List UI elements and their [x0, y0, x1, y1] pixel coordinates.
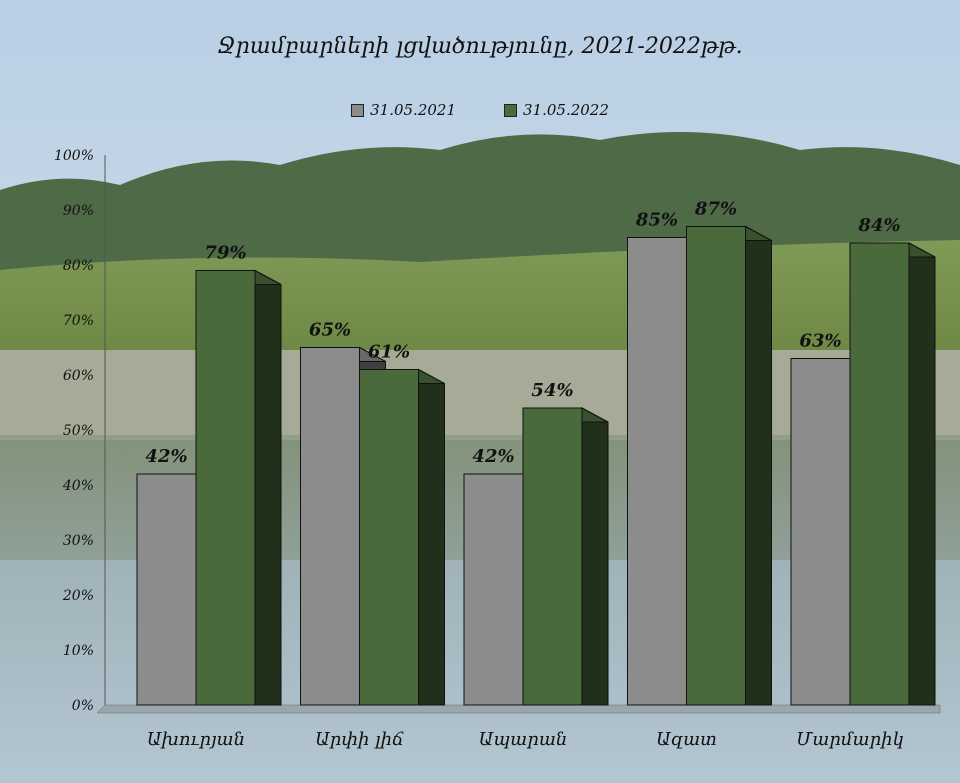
chart-title: Ջրամբարների լցվածությունը, 2021-2022թթ. — [217, 34, 743, 59]
y-tick-label: 50% — [63, 423, 94, 439]
bar-1-2 — [522, 407, 583, 706]
y-tick-label: 90% — [63, 203, 94, 219]
bar-0-3 — [627, 237, 687, 706]
x-tick-label: Ախուրյան — [147, 729, 245, 750]
data-label-0-3: 85% — [635, 210, 678, 231]
legend-swatch-2021 — [351, 103, 365, 117]
bar-0-2 — [463, 473, 524, 706]
x-tick-label: Ապարան — [479, 729, 568, 750]
data-label-1-2: 54% — [531, 380, 573, 401]
bar-side-1-2 — [581, 407, 609, 706]
chart-floor — [96, 704, 941, 714]
data-label-1-4: 84% — [857, 215, 900, 236]
y-tick-label: 70% — [63, 313, 94, 329]
bar-1-1 — [359, 369, 419, 706]
bar-side-1-4 — [908, 242, 936, 706]
data-label-1-3: 87% — [694, 199, 737, 220]
y-tick-label: 100% — [54, 148, 94, 164]
legend-entry-2022: 31.05.2022 — [504, 101, 609, 119]
bar-1-0 — [195, 270, 256, 706]
y-tick-label: 0% — [72, 698, 94, 714]
y-tick-label: 80% — [63, 258, 94, 274]
x-tick-label: Մարմարիկ — [796, 729, 904, 750]
chart-legend: 31.05.2021 31.05.2022 — [0, 101, 960, 119]
legend-label-2022: 31.05.2022 — [523, 101, 609, 119]
data-label-0-0: 42% — [145, 446, 187, 467]
y-tick-label: 10% — [63, 643, 94, 659]
data-label-0-4: 63% — [799, 331, 841, 352]
bar-side-1-1 — [418, 368, 445, 706]
bar-0-1 — [300, 347, 360, 706]
data-label-0-1: 65% — [309, 320, 351, 341]
data-label-1-1: 61% — [368, 342, 410, 363]
data-label-1-0: 79% — [204, 243, 246, 264]
bar-0-0 — [136, 473, 197, 706]
x-tick-label: Արփի լիճ — [315, 729, 404, 750]
x-tick-label: Ազատ — [656, 729, 717, 750]
y-tick-label: 40% — [62, 478, 94, 494]
legend-entry-2021: 31.05.2021 — [351, 101, 456, 119]
y-tick-label: 30% — [63, 533, 94, 549]
bar-side-1-3 — [745, 225, 772, 706]
data-label-0-2: 42% — [472, 446, 514, 467]
bar-side-1-0 — [254, 269, 282, 706]
bar-0-4 — [790, 358, 851, 706]
legend-label-2021: 31.05.2021 — [370, 101, 456, 119]
bar-1-4 — [849, 242, 910, 706]
y-tick-label: 20% — [62, 588, 94, 604]
bar-1-3 — [686, 226, 746, 706]
y-tick-label: 60% — [63, 368, 94, 384]
legend-swatch-2022 — [504, 103, 517, 117]
